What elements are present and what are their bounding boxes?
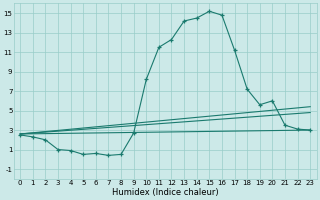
- X-axis label: Humidex (Indice chaleur): Humidex (Indice chaleur): [112, 188, 219, 197]
